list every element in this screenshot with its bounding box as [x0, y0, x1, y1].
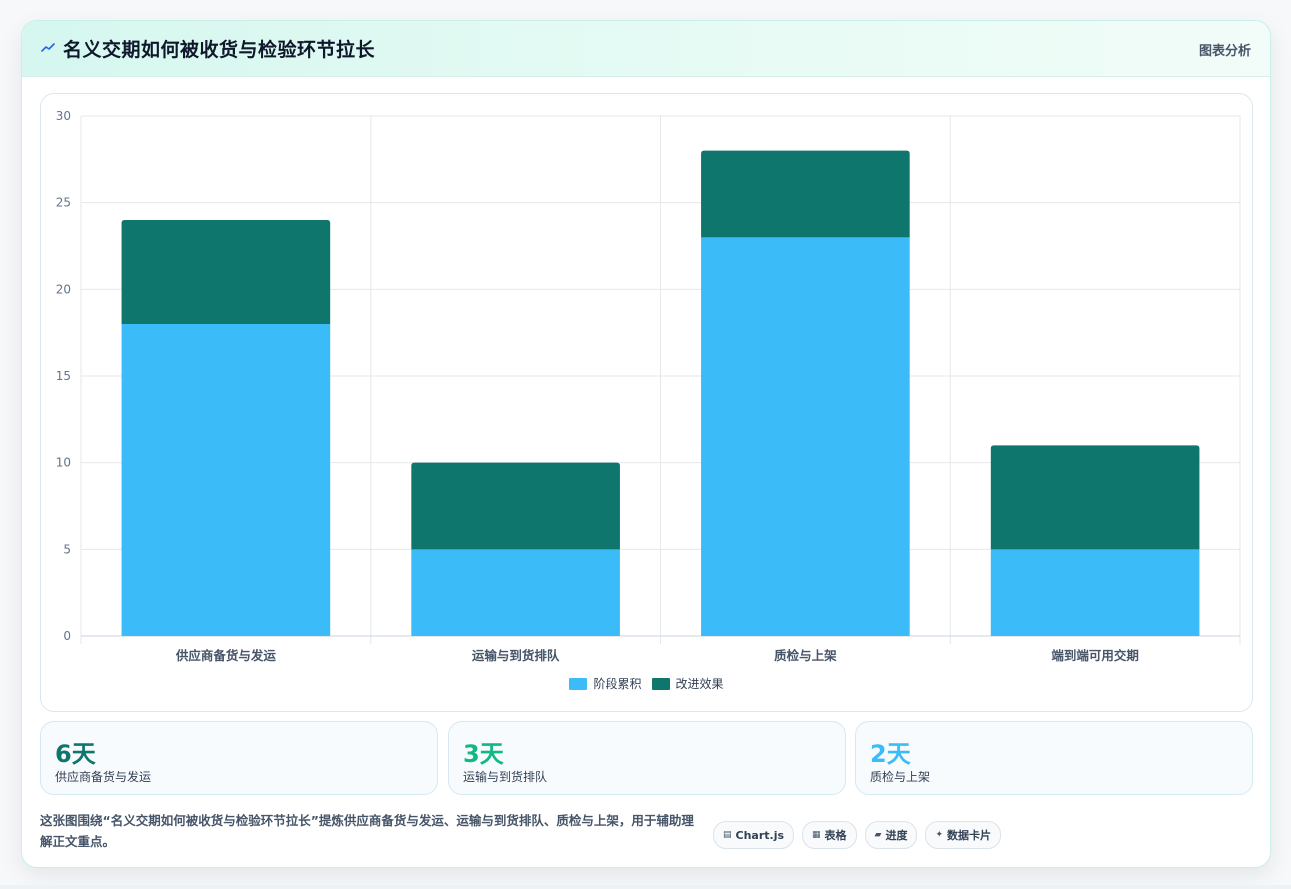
tag-label: 数据卡片: [947, 829, 992, 842]
y-tick-label: 0: [63, 629, 71, 643]
page-title: 名义交期如何被收货与检验环节拉长: [63, 39, 376, 61]
y-tick-label: 25: [56, 196, 71, 210]
legend-swatch-stage: [569, 677, 588, 690]
sparkle-icon: ✦: [935, 830, 944, 840]
tag-chartjs[interactable]: ▤ Chart.js: [713, 821, 795, 849]
stat-label: 运输与到货排队: [463, 770, 548, 784]
y-tick-label: 20: [56, 282, 71, 296]
legend-swatch-improve: [651, 677, 670, 690]
stat-card-inspection: 2天 质检与上架: [855, 721, 1253, 795]
bar-segment: [411, 462, 620, 550]
y-tick-label: 30: [56, 109, 71, 123]
stat-label: 质检与上架: [870, 770, 931, 784]
chart-panel: 0 5 10 15 20 25 30 供应商备货与发运 运输与到货排队 质检与上架 端到端可用交期 …: [40, 93, 1253, 712]
bar-segment: [990, 445, 1200, 550]
legend-label-stage: 阶段累积: [593, 677, 642, 691]
chart-legend: 阶段累积 改进效果: [41, 675, 1252, 692]
tag-data-card[interactable]: ✦ 数据卡片: [925, 821, 1002, 849]
chart-icon: ▤: [723, 830, 732, 840]
stat-value: 2天: [870, 740, 911, 768]
tag-label: 表格: [824, 829, 847, 842]
chart-card: 名义交期如何被收货与检验环节拉长 图表分析 0 5 10 15 20 25 30 供应商备货与…: [21, 20, 1271, 868]
y-tick-label: 10: [56, 456, 71, 470]
chart-description: 这张图围绕“名义交期如何被收货与检验环节拉长”提炼供应商备货与发运、运输与到货排…: [40, 813, 694, 849]
bar-segment: [701, 237, 910, 637]
card-header: 名义交期如何被收货与检验环节拉长 图表分析: [22, 21, 1270, 77]
tag-label: 进度: [885, 829, 908, 842]
legend-item-improve[interactable]: 改进效果: [651, 675, 724, 692]
bar-segment: [121, 220, 331, 324]
y-tick-label: 5: [63, 542, 71, 556]
legend-label-improve: 改进效果: [675, 677, 724, 691]
stat-card-supplier: 6天 供应商备货与发运: [40, 721, 438, 795]
x-tick-label: 供应商备货与发运: [175, 648, 277, 663]
page-footer-line: [0, 885, 1291, 889]
bar-segment: [121, 324, 331, 636]
tag-label: Chart.js: [735, 828, 785, 842]
tag-progress[interactable]: ▰ 进度: [864, 821, 918, 849]
stat-label: 供应商备货与发运: [55, 770, 152, 784]
chart-analysis-label: 图表分析: [1198, 44, 1251, 59]
stat-value: 3天: [463, 740, 504, 768]
table-icon: ▦: [812, 830, 821, 840]
bar-segment: [411, 549, 620, 636]
trend-icon: [41, 43, 55, 52]
y-tick-label: 15: [56, 369, 71, 383]
bar-segment: [990, 549, 1200, 636]
tag-table[interactable]: ▦ 表格: [802, 821, 857, 849]
tag-list: ▤ Chart.js ▦ 表格 ▰ 进度 ✦ 数据卡片: [713, 821, 1002, 849]
progress-icon: ▰: [874, 830, 882, 840]
bar-chart: 0 5 10 15 20 25 30 供应商备货与发运 运输与到货排队 质检与上架 端到端可用交期: [56, 109, 1241, 663]
bar-segment: [701, 150, 910, 238]
stat-card-transport: 3天 运输与到货排队: [448, 721, 846, 795]
stat-value: 6天: [55, 740, 96, 768]
legend-item-stage[interactable]: 阶段累积: [569, 675, 642, 692]
x-tick-label: 端到端可用交期: [1051, 648, 1139, 663]
x-tick-label: 质检与上架: [774, 648, 837, 663]
x-tick-label: 运输与到货排队: [472, 648, 560, 663]
